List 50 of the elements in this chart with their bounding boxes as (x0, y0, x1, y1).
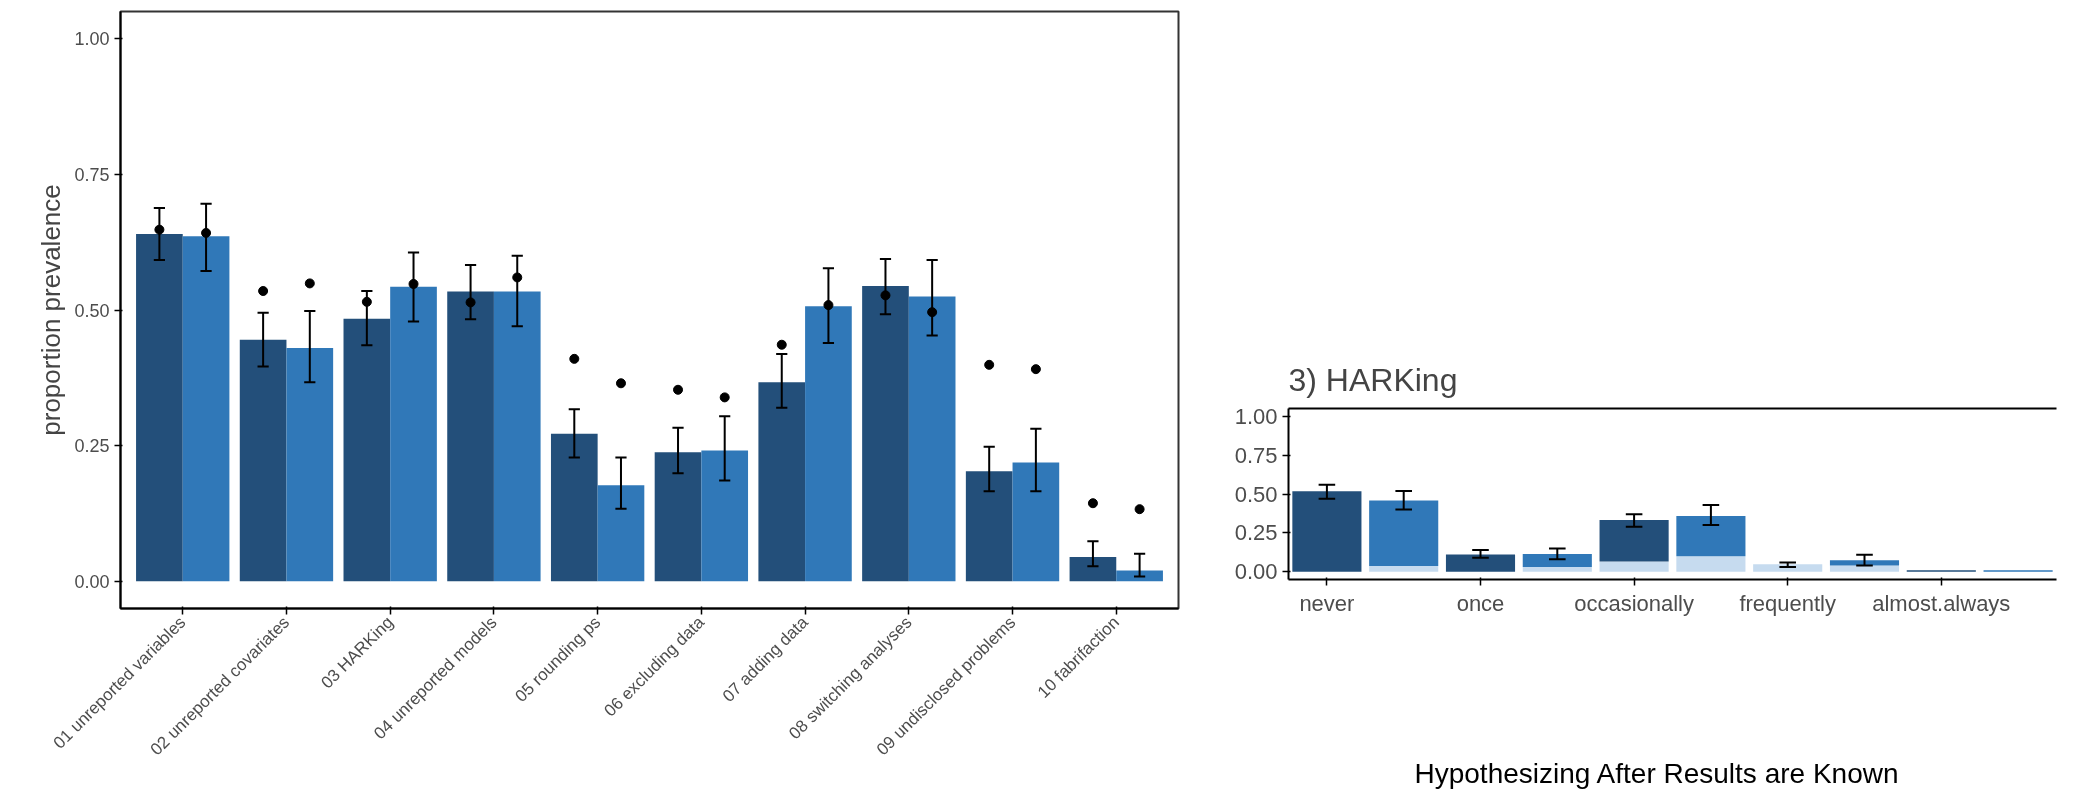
y-tick-label: 0.50 (1234, 481, 1278, 507)
y-tick-label: 0.25 (74, 436, 110, 457)
bar (390, 286, 437, 582)
y-tick-label: 1.00 (74, 29, 110, 50)
bar (654, 452, 702, 582)
bar (1829, 560, 1900, 566)
bar (805, 306, 852, 582)
bar (758, 382, 806, 582)
x-tick-label: never (1299, 590, 1355, 616)
bar (239, 339, 287, 582)
y-tick-label: 1.00 (1234, 403, 1278, 429)
bar (1012, 462, 1060, 582)
text: Hypothesizing After Results are Known (1414, 757, 1899, 791)
bar (862, 286, 909, 582)
bar (1369, 565, 1439, 572)
y-tick-label: 0.00 (74, 571, 110, 592)
bar (1599, 561, 1669, 572)
x-tick-label: once (1456, 590, 1505, 616)
bar (1829, 565, 1900, 572)
bar (965, 471, 1013, 582)
bar (1069, 556, 1117, 582)
bar (1753, 564, 1823, 572)
bar (343, 318, 391, 582)
bar (1522, 567, 1592, 572)
bar (550, 433, 598, 582)
y-axis-title: proportion prevalence (36, 184, 67, 436)
x-tick-label: frequently (1739, 590, 1837, 616)
bar (1676, 556, 1746, 572)
bar (1292, 491, 1362, 572)
y-tick-label: 0.25 (1234, 520, 1278, 546)
y-tick-label: 0.50 (74, 300, 110, 321)
bar (286, 347, 334, 582)
y-tick-label: 0.75 (1234, 442, 1278, 468)
chart-title: 3) HARKing (1288, 361, 1458, 398)
bar (597, 485, 645, 582)
bar (908, 296, 956, 582)
y-tick-label: 0.00 (1234, 559, 1278, 585)
bar (1599, 520, 1669, 562)
x-tick-label: occasionally (1574, 590, 1695, 616)
bar (1369, 500, 1439, 566)
bar (1676, 516, 1746, 557)
bar (1445, 554, 1516, 572)
bar (1522, 554, 1592, 568)
bar (182, 236, 230, 582)
bar (701, 450, 749, 582)
bar (447, 291, 494, 582)
x-tick-label: almost.always (1872, 590, 2011, 616)
y-tick-label: 0.75 (74, 164, 110, 185)
bar (136, 234, 183, 582)
bar (493, 291, 541, 582)
